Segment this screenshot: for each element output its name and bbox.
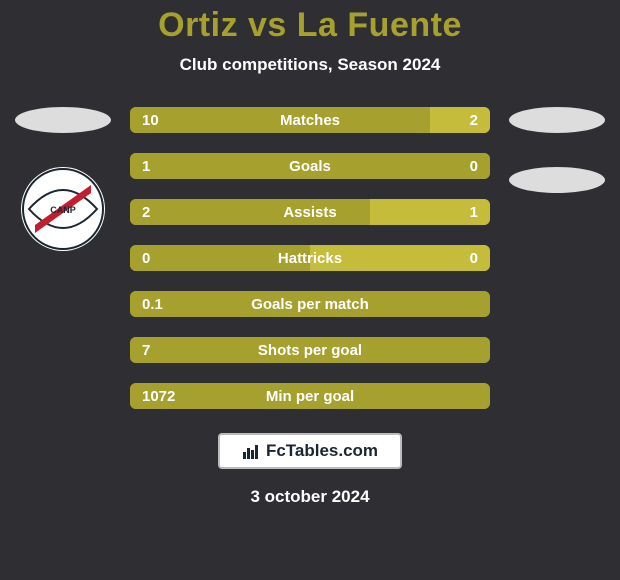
metric-bar-left-segment xyxy=(130,153,490,179)
metric-bar: Hattricks00 xyxy=(130,245,490,271)
metric-bar: Shots per goal7 xyxy=(130,337,490,363)
metric-bar: Min per goal1072 xyxy=(130,383,490,409)
metric-bar-left-segment xyxy=(130,291,490,317)
right-player-column xyxy=(502,107,612,193)
metric-bar-left-segment xyxy=(130,199,370,225)
left-club-badge: CANP xyxy=(21,167,105,251)
metric-bar: Goals per match0.1 xyxy=(130,291,490,317)
comparison-title: Ortiz vs La Fuente xyxy=(158,6,462,45)
club-nacional-potosi-icon: CANP xyxy=(21,167,105,251)
right-player-avatar-placeholder xyxy=(509,107,605,133)
left-player-column: CANP xyxy=(8,107,118,251)
comparison-subtitle: Club competitions, Season 2024 xyxy=(180,55,441,75)
footer-date: 3 october 2024 xyxy=(250,487,369,507)
fctables-logo-text: FcTables.com xyxy=(266,441,378,461)
metric-bar-left-segment xyxy=(130,107,430,133)
left-player-avatar-placeholder xyxy=(15,107,111,133)
metric-bar: Goals10 xyxy=(130,153,490,179)
metrics-bars: Matches102 Goals10 Assists21 Hattricks00 Goa… xyxy=(130,107,490,409)
metric-bar: Assists21 xyxy=(130,199,490,225)
right-club-badge-placeholder xyxy=(509,167,605,193)
comparison-body: CANP Matches102 Goals10 Assists21 Hattricks… xyxy=(0,107,620,409)
metric-bar-left-segment xyxy=(130,337,490,363)
fctables-logo[interactable]: FcTables.com xyxy=(218,433,402,469)
metric-bar-right-segment xyxy=(370,199,490,225)
metric-bar-right-segment xyxy=(430,107,490,133)
svg-text:CANP: CANP xyxy=(50,205,76,215)
fctables-bars-icon xyxy=(242,442,260,460)
metric-bar: Matches102 xyxy=(130,107,490,133)
metric-bar-left-segment xyxy=(130,383,490,409)
metric-bar-left-segment xyxy=(130,245,310,271)
metric-bar-right-segment xyxy=(310,245,490,271)
